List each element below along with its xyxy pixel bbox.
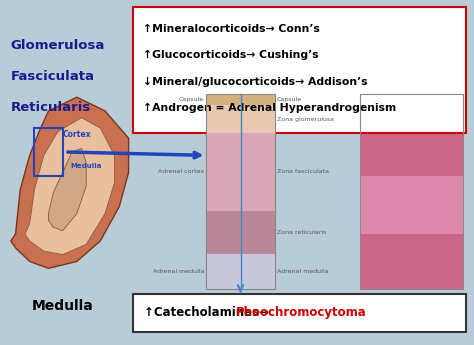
Bar (359, 176, 463, 234)
Text: Fasciculata: Fasciculata (11, 70, 95, 83)
Text: Capsule: Capsule (277, 97, 302, 102)
Text: ↑Androgen = Adrenal Hyperandrogenism: ↑Androgen = Adrenal Hyperandrogenism (143, 103, 396, 114)
Polygon shape (25, 118, 115, 255)
Bar (206, 94, 275, 106)
Polygon shape (48, 149, 86, 231)
Bar (206, 106, 275, 133)
Bar (359, 234, 463, 289)
Text: ↑Catecholamines→: ↑Catecholamines→ (144, 306, 273, 319)
Text: ↑Glucocorticoids→ Cushing’s: ↑Glucocorticoids→ Cushing’s (143, 50, 319, 60)
Text: Adrenal medulla: Adrenal medulla (153, 269, 204, 274)
Text: Adrenal medulla: Adrenal medulla (277, 269, 328, 274)
FancyBboxPatch shape (133, 294, 465, 332)
Bar (206, 94, 275, 289)
Text: Zona reticularis: Zona reticularis (277, 230, 327, 235)
Text: Adrenal cortex: Adrenal cortex (158, 169, 204, 174)
FancyBboxPatch shape (133, 7, 465, 133)
Text: Capsule: Capsule (179, 97, 204, 102)
Bar (35, 128, 63, 176)
Text: Glomerulosa: Glomerulosa (11, 39, 105, 52)
Text: Zona fasciculata: Zona fasciculata (277, 169, 329, 174)
Polygon shape (11, 97, 128, 268)
Text: Medulla: Medulla (71, 162, 102, 169)
Bar (206, 211, 275, 254)
Bar (206, 133, 275, 211)
Text: Cortex: Cortex (63, 130, 91, 139)
Text: Medulla: Medulla (32, 299, 93, 313)
Text: Zona glomerulosa: Zona glomerulosa (277, 117, 334, 122)
Bar (359, 94, 463, 289)
Text: Reticularis: Reticularis (11, 101, 91, 114)
Bar (359, 117, 463, 176)
Text: Pheochromocytoma: Pheochromocytoma (236, 306, 367, 319)
Bar (206, 254, 275, 289)
Text: ↓Mineral/glucocorticoids→ Addison’s: ↓Mineral/glucocorticoids→ Addison’s (143, 77, 367, 87)
Bar (359, 94, 463, 117)
Bar (206, 94, 275, 289)
Text: ↑Mineralocorticoids→ Conn’s: ↑Mineralocorticoids→ Conn’s (143, 24, 319, 34)
